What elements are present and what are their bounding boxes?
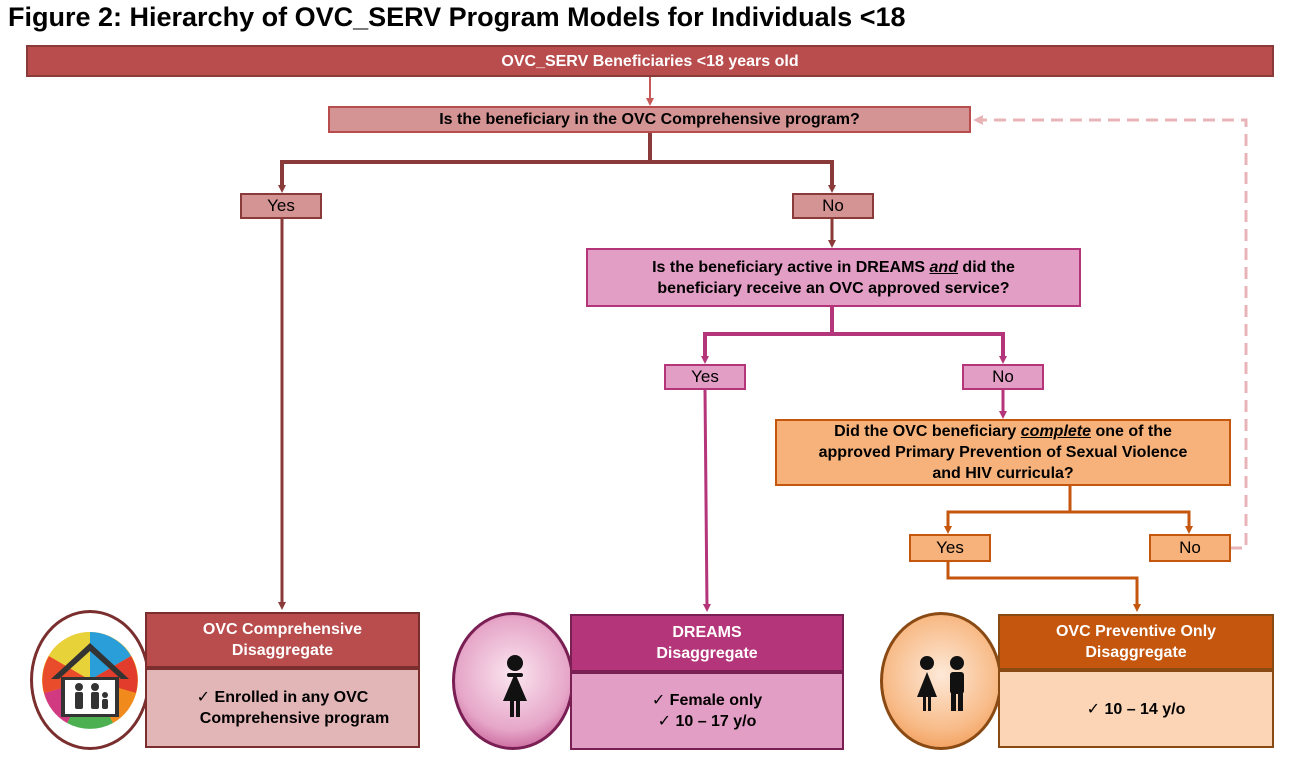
q3-yes-box: Yes — [909, 534, 991, 562]
comprehensive-title: OVC Comprehensive Disaggregate — [145, 612, 420, 668]
q1-yes-box: Yes — [240, 193, 322, 219]
comprehensive-oval — [30, 610, 150, 750]
question-prevention-line2: approved Primary Prevention of Sexual Vi… — [818, 444, 1188, 461]
arrow-q2-yes — [701, 307, 834, 364]
question-comprehensive-label: Is the beneficiary in the OVC Comprehens… — [439, 111, 860, 128]
criteria-item: ✓ 10 – 14 y/o — [1086, 700, 1186, 718]
dreams-title: DREAMS Disaggregate — [570, 614, 844, 672]
dreams-oval — [452, 612, 574, 750]
arrow-q3-no — [1070, 510, 1193, 534]
q3-no-box: No — [1149, 534, 1231, 562]
children-icon — [917, 656, 964, 711]
arrow-q3-yes — [944, 486, 1072, 534]
question-dreams-line2: beneficiary receive an OVC approved serv… — [657, 279, 1010, 297]
girl-icon — [503, 655, 527, 717]
criteria-item: Comprehensive program — [199, 710, 390, 727]
q2-no-label: No — [992, 367, 1014, 386]
criteria-item: ✓ 10 – 17 y/o — [657, 713, 757, 730]
arrow-q1-no — [650, 160, 836, 193]
question-prevention-line1: Did the OVC beneficiary complete one of … — [834, 423, 1172, 440]
q1-no-label: No — [822, 196, 844, 215]
preventive-title: OVC Preventive Only Disaggregate — [998, 614, 1274, 670]
card-dreams: DREAMS Disaggregate ✓ Female only ✓ 10 –… — [452, 612, 844, 750]
preventive-oval — [880, 612, 1002, 750]
question-dreams: Is the beneficiary active in DREAMS and … — [586, 248, 1081, 307]
card-comprehensive: OVC Comprehensive Disaggregate ✓ Enrolle… — [30, 610, 420, 750]
question-prevention-line3: and HIV curricula? — [932, 465, 1074, 482]
criteria-item: ✓ Female only — [651, 692, 763, 709]
q2-yes-label: Yes — [691, 367, 719, 386]
question-comprehensive: Is the beneficiary in the OVC Comprehens… — [328, 106, 971, 133]
comprehensive-criteria: ✓ Enrolled in any OVC Comprehensive prog… — [145, 668, 420, 748]
question-dreams-line1: Is the beneficiary active in DREAMS and … — [652, 258, 1015, 276]
q1-no-box: No — [792, 193, 874, 219]
figure-title: Figure 2: Hierarchy of OVC_SERV Program … — [8, 2, 906, 32]
preventive-criteria: ✓ 10 – 14 y/o — [998, 670, 1274, 748]
arrow-q3yes-to-card — [946, 562, 1141, 612]
arrow-q2yes-to-card — [702, 389, 711, 612]
criteria-item: ✓ Enrolled in any OVC — [196, 689, 369, 706]
family-house-icon — [42, 632, 138, 729]
top-bar: OVC_SERV Beneficiaries <18 years old — [26, 45, 1274, 77]
question-prevention: Did the OVC beneficiary complete one of … — [775, 419, 1231, 486]
dreams-criteria: ✓ Female only ✓ 10 – 17 y/o — [570, 672, 844, 750]
q1-yes-label: Yes — [267, 196, 295, 215]
top-bar-label: OVC_SERV Beneficiaries <18 years old — [501, 52, 799, 70]
arrow-q2-no — [832, 332, 1007, 364]
q2-yes-box: Yes — [664, 364, 746, 390]
arrow-q1-yes — [278, 133, 652, 193]
q3-no-label: No — [1179, 538, 1201, 557]
q2-no-box: No — [962, 364, 1044, 390]
card-preventive: OVC Preventive Only Disaggregate ✓ 10 – … — [880, 612, 1274, 750]
q3-yes-label: Yes — [936, 538, 964, 557]
